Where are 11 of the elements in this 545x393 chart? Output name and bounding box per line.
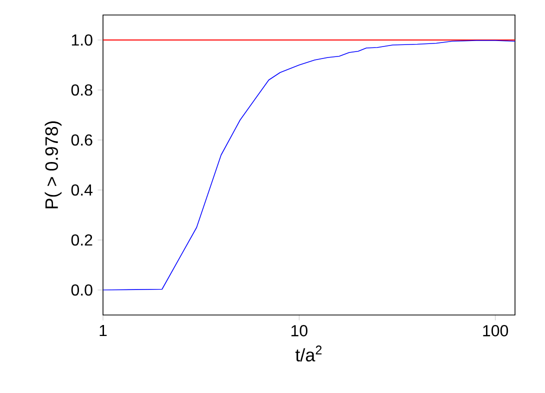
y-tick-label: 0.2 [71,234,92,246]
y-tick-label: 1.0 [72,34,92,46]
y-tick-label: 0.0 [71,284,92,296]
x-axis-title: t/a$^{2}$ [295,346,322,362]
y-tick-label: 0.4 [71,184,93,196]
x-tick-label: 1 [100,325,107,336]
y-axis-title: P( > 0.978) [44,121,62,208]
y-tick-label: 0.6 [71,134,92,146]
y-tick-label: 0.8 [71,84,92,96]
x-tick-label: 100 [483,325,508,336]
x-tick-label: 10 [291,325,308,336]
